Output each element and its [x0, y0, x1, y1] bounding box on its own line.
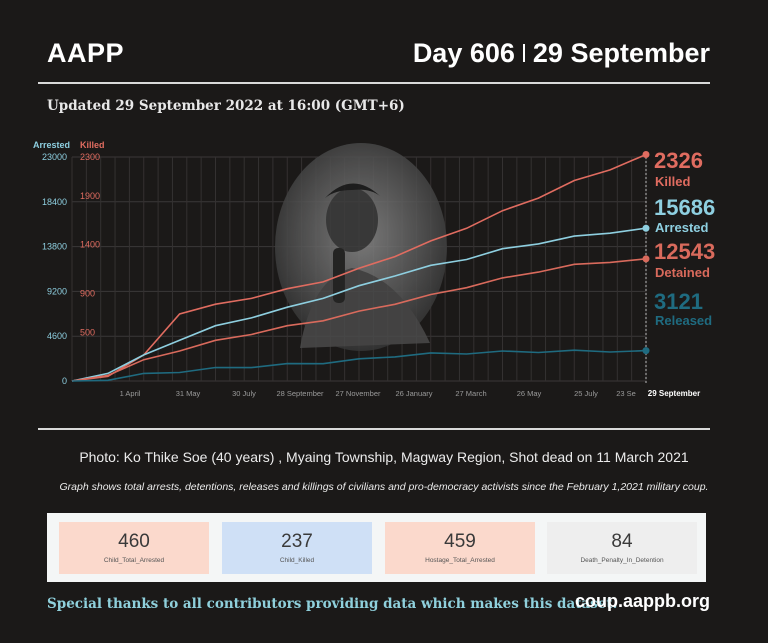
x-tick-label: 27 March [455, 389, 486, 398]
x-tick-label: 31 May [176, 389, 201, 398]
right-tick-label: 1900 [80, 191, 100, 201]
right-axis-title: Killed [80, 140, 105, 150]
day-label: Day 606 [412, 38, 515, 68]
top-divider [38, 82, 710, 84]
separator-bar [522, 44, 525, 63]
stat-label: Hostage_Total_Arrested [425, 557, 495, 564]
left-tick-label: 23000 [42, 152, 67, 162]
stat-value: 460 [118, 531, 150, 552]
brand-title: AAPP [47, 38, 125, 68]
series-end-dot-released [642, 347, 650, 355]
stat-value: 237 [281, 531, 313, 552]
stat-card-child-killed: 237 Child_Killed [222, 522, 372, 574]
series-name-label: Killed [655, 174, 690, 189]
series-line-detained [71, 258, 647, 382]
right-tick-label: 1400 [80, 240, 100, 250]
stat-card-child-arrested: 460 Child_Total_Arrested [59, 522, 209, 574]
left-tick-label: 13800 [42, 242, 67, 252]
right-tick-label: 500 [80, 327, 95, 337]
date-label: 29 September [532, 38, 710, 68]
series-name-label: Arrested [655, 220, 709, 235]
left-axis-title: Arrested [33, 140, 70, 150]
portrait-photo [275, 143, 447, 351]
stat-value: 459 [444, 531, 476, 552]
series-end-dot-detained [642, 255, 650, 263]
x-tick-label: 28 September [276, 389, 324, 398]
series-end-dot-arrested [642, 224, 650, 232]
left-tick-label: 0 [62, 376, 67, 386]
chart: Arrested Killed 23000 18400 13800 9200 4600 0 23… [33, 140, 715, 398]
day-date-heading: Day 606 29 September [413, 38, 710, 69]
stat-value: 84 [611, 531, 633, 552]
series-end-dot-killed [642, 150, 650, 158]
stat-label: Death_Penalty_In_Detention [580, 557, 664, 564]
stat-label: Child_Killed [279, 557, 315, 564]
stats-panel: 460 Child_Total_Arrested 237 Child_Kille… [47, 513, 706, 582]
series-name-label: Released [655, 313, 712, 328]
series-name-label: Detained [655, 265, 710, 280]
series-final-value: 12543 [654, 239, 715, 264]
left-tick-label: 18400 [42, 197, 67, 207]
site-link[interactable]: coup.aappb.org [575, 591, 710, 611]
stat-card-death-penalty: 84 Death_Penalty_In_Detention [547, 522, 697, 574]
series-line-released [71, 349, 647, 382]
photo-caption: Photo: Ko Thike Soe (40 years) , Myaing … [79, 449, 689, 465]
series-line-killed [71, 153, 647, 382]
x-end-label: 29 September [648, 389, 700, 398]
x-tick-label: 27 November [335, 389, 381, 398]
x-tick-label: 30 July [232, 389, 256, 398]
updated-timestamp: Updated 29 September 2022 at 16:00 (GMT+… [47, 98, 405, 114]
left-tick-label: 9200 [47, 286, 67, 296]
chart-footnote: Graph shows total arrests, detentions, r… [59, 481, 709, 493]
right-tick-label: 2300 [80, 152, 100, 162]
left-tick-label: 4600 [47, 331, 67, 341]
stat-label: Child_Total_Arrested [103, 557, 165, 564]
series-final-value: 2326 [654, 148, 703, 173]
right-tick-label: 900 [80, 288, 95, 298]
x-tick-label: 23 Se [616, 389, 636, 398]
series-final-value: 3121 [654, 289, 703, 314]
series-line-arrested [71, 227, 647, 382]
x-tick-label: 1 April [120, 389, 141, 398]
thanks-note: Special thanks to all contributors provi… [47, 596, 618, 612]
stat-card-hostage-arrested: 459 Hostage_Total_Arrested [385, 522, 535, 574]
series-final-value: 15686 [654, 195, 715, 220]
middle-divider [38, 428, 710, 430]
x-tick-label: 26 May [517, 389, 542, 398]
x-tick-label: 26 January [395, 389, 432, 398]
x-tick-label: 25 July [574, 389, 598, 398]
